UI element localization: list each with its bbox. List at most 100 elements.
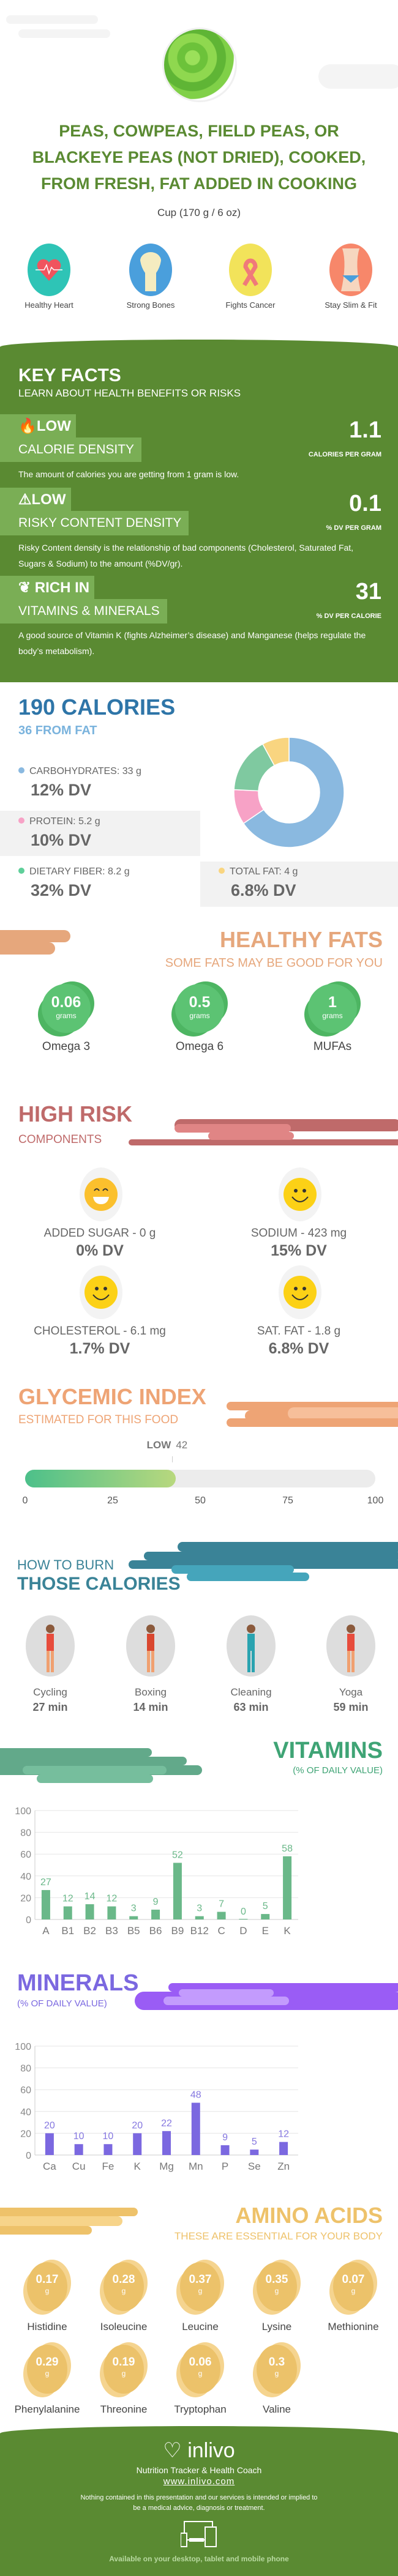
- risk-dv: 6.8% DV: [268, 1340, 329, 1357]
- activity-cycling: Cycling 27 min: [13, 1615, 87, 1714]
- website-link[interactable]: www.inlivo.com: [163, 2476, 235, 2487]
- bar: [151, 1909, 160, 1919]
- risky-density-level: ⚠LOW: [0, 488, 71, 511]
- risky-density-desc: Risky Content density is the relationshi…: [18, 543, 354, 568]
- amino-label: Lysine: [261, 2321, 292, 2332]
- fat-value-badge: 1 grams: [308, 984, 357, 1033]
- glycemic-tick: 100: [367, 1495, 384, 1506]
- x-tick-label: Zn: [277, 2161, 290, 2172]
- bar-value-label: 27: [40, 1877, 51, 1888]
- bar: [133, 2133, 142, 2155]
- amino-badge: 0.29 g: [27, 2345, 67, 2394]
- bar: [45, 2133, 54, 2155]
- nutrient-label: TOTAL FAT: 4 g: [230, 866, 298, 877]
- key-facts-subtitle: LEARN ABOUT HEALTH BENEFITS OR RISKS: [18, 387, 241, 399]
- footer-tagline: Nutrition Tracker & Health Coach: [136, 2465, 262, 2475]
- level-text: LOW: [31, 491, 66, 508]
- minerals-subtitle: (% OF DAILY VALUE): [17, 1998, 107, 2009]
- amino-title: AMINO ACIDS: [235, 2203, 383, 2228]
- amino-acid-item: 0.19 g Threonine: [90, 2345, 157, 2416]
- footer: ♡ inlivo Nutrition Tracker & Health Coac…: [0, 2426, 398, 2576]
- decor-streak: [0, 2226, 92, 2235]
- bar-value-label: 5: [263, 1901, 268, 1912]
- bar-value-label: 10: [73, 2131, 84, 2142]
- bar: [261, 1914, 270, 1919]
- x-tick-label: E: [262, 1925, 269, 1937]
- bar-value-label: 9: [153, 1897, 159, 1907]
- amino-acid-item: 0.28 g Isoleucine: [90, 2262, 157, 2333]
- risk-label: ADDED SUGAR - 0 g: [43, 1227, 156, 1240]
- amino-unit: g: [274, 2369, 279, 2378]
- decor-streak: [179, 1989, 274, 1997]
- nutrient-carbs: CARBOHYDRATES: 33 g: [18, 766, 141, 777]
- amino-badge: 0.07 g: [333, 2262, 374, 2311]
- amino-label: Leucine: [182, 2321, 219, 2332]
- healthy-fats-subtitle: SOME FATS MAY BE GOOD FOR YOU: [165, 956, 383, 970]
- high-risk-title: HIGH RISK: [18, 1101, 133, 1126]
- amino-badge: 0.19 g: [103, 2345, 144, 2394]
- inlivo-logo: ♡ inlivo: [0, 2438, 398, 2463]
- amino-acid-item: 0.35 g Lysine: [243, 2262, 310, 2333]
- amino-acid-item: 0.37 g Leucine: [167, 2262, 234, 2333]
- x-tick-label: B6: [149, 1925, 162, 1937]
- glycemic-tick: 75: [282, 1495, 293, 1506]
- fat-value: 0.5: [189, 994, 211, 1011]
- bar: [195, 1916, 204, 1919]
- y-tick-label: 100: [15, 2042, 31, 2052]
- amino-value: 0.29: [36, 2356, 59, 2369]
- decor-streak: [18, 29, 110, 38]
- risk-dv: 15% DV: [271, 1242, 327, 1259]
- nutrient-label: CARBOHYDRATES: 33 g: [29, 766, 141, 776]
- decor-streak: [37, 1774, 153, 1783]
- amino-value: 0.35: [265, 2273, 288, 2286]
- benefit-stay-slim: Stay Slim & Fit: [317, 244, 385, 310]
- fat-value-badge: 0.5 grams: [175, 984, 224, 1033]
- amino-label: Phenylalanine: [14, 2403, 80, 2415]
- fat-value: 0.06: [51, 994, 81, 1011]
- calorie-density-level: 🔥LOW: [0, 414, 76, 437]
- vitamins-name: VITAMINS & MINERALS: [0, 599, 167, 624]
- bar: [191, 2102, 200, 2155]
- risky-density-value: 0.1: [349, 491, 381, 516]
- bar: [74, 2144, 83, 2155]
- serving-size: Cup (170 g / 6 oz): [157, 207, 241, 218]
- amino-label: Valine: [263, 2403, 291, 2415]
- glycemic-value: 42: [176, 1439, 188, 1451]
- decor-streak: [23, 1766, 167, 1774]
- heart-icon: [28, 244, 70, 296]
- amino-label: Histidine: [27, 2321, 67, 2332]
- level-text: RICH IN: [34, 579, 90, 596]
- protein-bg: [0, 811, 200, 856]
- calories-from-fat: 36 FROM FAT: [18, 724, 97, 737]
- decor-streak: [129, 1139, 398, 1145]
- bar-value-label: 5: [252, 2137, 257, 2147]
- high-risk-subtitle: COMPONENTS: [18, 1133, 102, 1146]
- y-tick-label: 60: [20, 2085, 31, 2096]
- amino-badge: 0.17 g: [27, 2262, 67, 2311]
- glycemic-fill: [25, 1470, 176, 1487]
- decor-streak: [178, 1542, 398, 1552]
- x-tick-label: B5: [127, 1925, 140, 1937]
- smile-emoji-icon: [80, 1265, 122, 1319]
- fat-label: Omega 3: [42, 1040, 91, 1053]
- decor-streak: [0, 1748, 152, 1757]
- x-tick-label: K: [283, 1925, 291, 1937]
- donut-slice: [261, 737, 290, 767]
- grin-emoji-icon: [80, 1167, 122, 1221]
- bar: [279, 2142, 288, 2155]
- bar: [63, 1906, 72, 1919]
- amino-acid-item: 0.06 g Tryptophan: [167, 2345, 234, 2416]
- fat-unit: grams: [322, 1011, 343, 1020]
- amino-unit: g: [45, 2287, 50, 2295]
- x-tick-label: B12: [190, 1925, 209, 1937]
- x-tick-label: B3: [105, 1925, 118, 1937]
- bar-value-label: 7: [219, 1899, 224, 1910]
- vitamins-subtitle: (% OF DAILY VALUE): [293, 1765, 383, 1776]
- amino-acid-item: 0.3 g Valine: [243, 2345, 310, 2416]
- amino-value: 0.07: [342, 2273, 365, 2286]
- x-tick-label: Cu: [72, 2161, 86, 2172]
- minerals-bar-chart: 0 20 40 60 80 100 20 Ca 10 Cu 10 Fe 20 K 22 Mg 48 Mn 9 P 5 Se…: [15, 2042, 298, 2172]
- risk-dv: 0% DV: [76, 1242, 124, 1259]
- bone-icon: [129, 244, 172, 296]
- y-tick-label: 100: [15, 1806, 31, 1817]
